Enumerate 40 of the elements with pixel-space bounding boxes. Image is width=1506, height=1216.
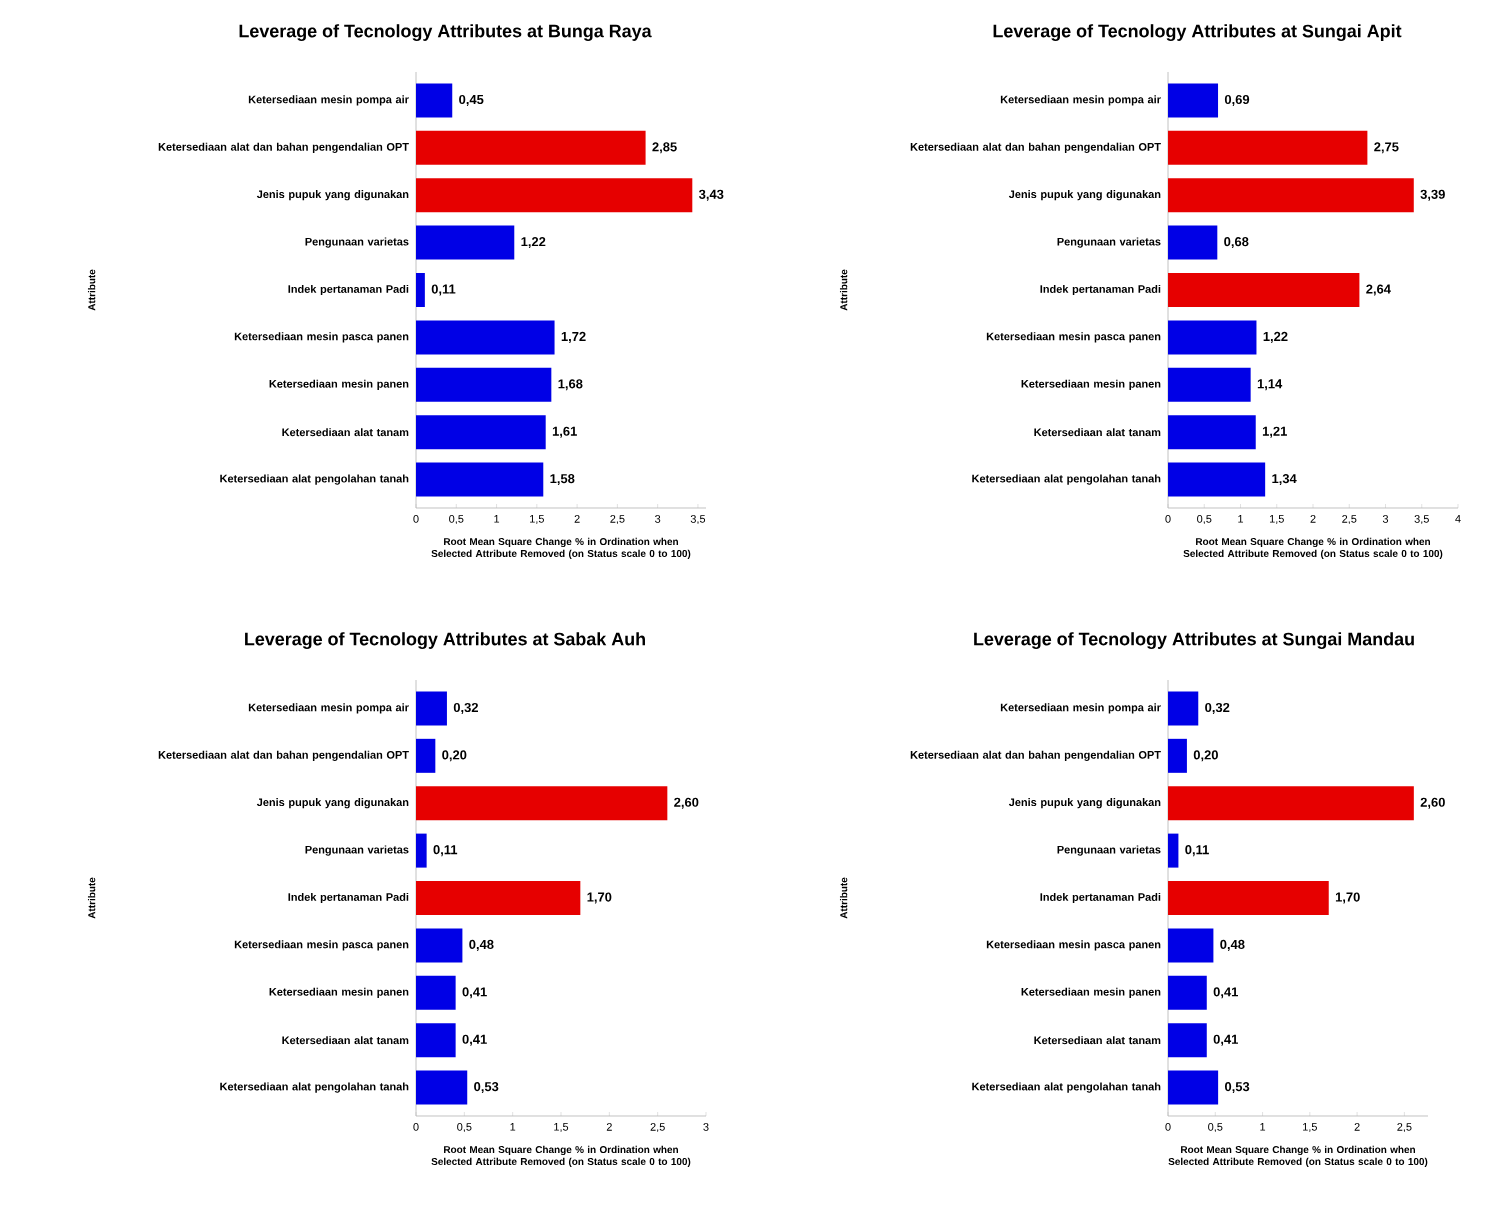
bar	[416, 1023, 456, 1058]
bar	[416, 833, 427, 868]
bar	[416, 738, 436, 773]
bar	[1168, 1023, 1207, 1058]
bar	[416, 367, 552, 402]
bar	[1168, 83, 1219, 118]
bar	[1168, 272, 1360, 307]
bar	[1168, 691, 1199, 726]
bar	[1168, 975, 1207, 1010]
bar	[1168, 462, 1266, 497]
bar	[416, 928, 463, 963]
bar	[1168, 415, 1256, 450]
bar	[416, 130, 646, 165]
bar	[1168, 367, 1251, 402]
bar	[1168, 320, 1257, 355]
chart-title: Leverage of Tecnology Attributes at Sabak Auh	[245, 632, 645, 650]
bar	[416, 786, 668, 821]
bar	[1168, 928, 1214, 963]
bar	[416, 415, 546, 450]
bar	[1168, 786, 1414, 821]
bar	[1168, 130, 1368, 165]
bar	[1168, 225, 1218, 260]
bar	[416, 881, 581, 915]
bar	[416, 83, 453, 118]
chart-title: Leverage of Tecnology Attributes at Bunga Raya	[239, 24, 652, 42]
chart-title: Leverage of Tecnology Attributes at Sungai Mandau	[974, 632, 1414, 650]
bar	[1168, 178, 1414, 213]
bar	[1168, 1070, 1219, 1105]
bar	[1168, 881, 1329, 915]
bar	[1168, 738, 1187, 773]
bar	[416, 320, 555, 355]
bar	[1168, 833, 1179, 868]
bar	[416, 975, 456, 1010]
bar	[416, 462, 544, 497]
bar	[416, 225, 515, 260]
bar	[416, 691, 447, 726]
chart-title: Leverage of Tecnology Attributes at Sungai Apit	[993, 24, 1402, 42]
bar	[416, 1070, 468, 1105]
bar	[416, 178, 693, 213]
bar	[416, 272, 425, 307]
